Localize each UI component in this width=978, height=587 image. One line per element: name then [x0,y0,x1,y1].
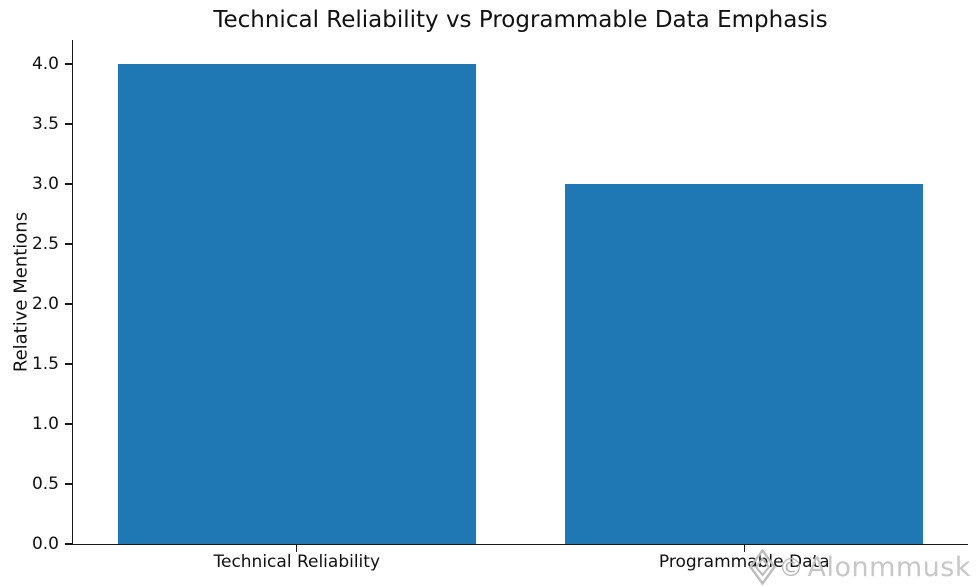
y-tick-label: 3.0 [31,173,59,194]
y-axis-spine [72,40,74,544]
y-tick-mark [65,483,73,485]
x-tick-label: Technical Reliability [213,552,381,572]
y-tick-mark [65,363,73,365]
y-tick-label: 2.5 [31,233,59,254]
copyright-icon: © [778,552,804,582]
plot-area: Technical Reliability Programmable Data 0.… [32,40,968,572]
watermark-handle: Alonmmusk [807,551,971,583]
watermark: © Alonmmusk [749,549,971,585]
x-tick-mark [743,544,745,552]
y-tick-label: 0.0 [31,533,59,554]
y-tick-label: 1.5 [31,353,59,374]
bar-technical-reliability [117,64,476,544]
x-axis-spine [72,544,968,546]
bar-programmable-data [565,184,924,544]
x-tick-label: Programmable Data [658,552,830,572]
y-tick-mark [65,183,73,185]
y-tick-label: 2.0 [31,293,59,314]
y-tick-label: 4.0 [31,53,59,74]
y-tick-mark [65,423,73,425]
y-tick-mark [65,123,73,125]
y-tick-mark [65,543,73,545]
y-tick-mark [65,63,73,65]
x-tick-mark [296,544,298,552]
y-tick-mark [65,303,73,305]
y-tick-label: 1.0 [31,413,59,434]
y-tick-mark [65,243,73,245]
y-tick-label: 3.5 [31,113,59,134]
diamond-icon [749,549,777,585]
chart-title: Technical Reliability vs Programmable Da… [213,7,828,33]
y-tick-label: 0.5 [31,473,59,494]
